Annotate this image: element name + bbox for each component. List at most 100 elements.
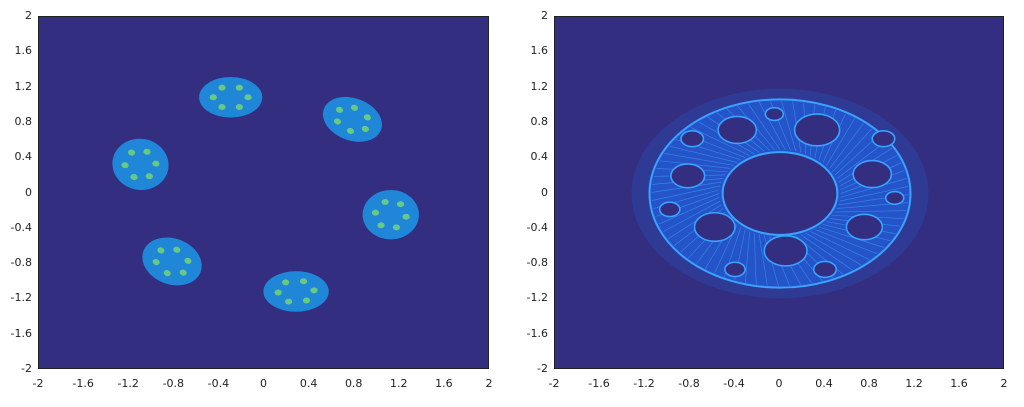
region-spot (402, 213, 410, 220)
x-tick-label: -0.8 (678, 377, 700, 390)
region-spot (218, 103, 226, 110)
right-plot-area (554, 16, 1004, 369)
region-spot (282, 279, 290, 286)
y-tick-label: 1.2 (530, 79, 549, 93)
x-tick-label: 1.2 (390, 377, 408, 390)
y-tick-label: -2 (537, 362, 548, 375)
x-tick-label: 0.4 (299, 377, 318, 390)
region-ellipse (362, 189, 419, 240)
x-tick-label: -0.8 (162, 377, 185, 390)
fractal-filament (758, 234, 768, 286)
x-tick-label: 0 (260, 377, 267, 390)
y-tick-label: 0.8 (530, 114, 549, 128)
region-spot (335, 106, 344, 113)
region-spot (152, 258, 160, 266)
x-tick-label: 1.6 (435, 377, 453, 390)
region-spot (346, 127, 354, 135)
fractal-filament (658, 197, 720, 225)
fractal-filament (835, 210, 907, 213)
fractal-filament (836, 141, 887, 179)
fractal-filament (758, 101, 786, 150)
region-spot (179, 269, 187, 276)
fractal-hole-14 (764, 106, 785, 122)
fractal-filament (805, 232, 862, 266)
x-tick-label: -1.2 (633, 377, 655, 390)
fractal-hole-1 (717, 115, 758, 145)
y-tick-label: 2 (25, 9, 32, 22)
region-spot (381, 199, 389, 206)
fractal-hole-9 (871, 130, 896, 148)
right-heatmap (555, 17, 1003, 368)
region-spot (310, 287, 318, 294)
region-spot (392, 224, 400, 231)
fractal-filament (669, 145, 738, 163)
fractal-hole-12 (658, 201, 681, 218)
fractal-filament (652, 185, 721, 201)
y-tick-label: -1.2 (10, 291, 32, 305)
region-spot (274, 289, 282, 296)
y-tick-label: 2 (541, 9, 548, 22)
region-spot (128, 149, 136, 156)
x-tick-label: 2 (485, 377, 493, 390)
region-spot (121, 162, 129, 169)
fractal-hole-8 (680, 130, 705, 148)
fractal-filament (810, 231, 870, 261)
region-spot (218, 84, 226, 91)
y-tick-label: 0.4 (530, 150, 549, 164)
fractal-hole-3 (852, 159, 893, 189)
x-tick-label: 0.4 (815, 377, 833, 390)
region-spot (235, 103, 243, 110)
region-spot (396, 201, 405, 208)
y-tick-label: -0.8 (10, 256, 32, 270)
region-spot (350, 104, 358, 111)
x-tick-label: 0.8 (860, 377, 878, 390)
fractal-filament (667, 204, 722, 240)
region-spot (163, 270, 171, 277)
region-spot (299, 278, 308, 285)
region-spot (244, 94, 252, 101)
region-spot (371, 209, 380, 216)
x-tick-label: -0.4 (207, 377, 230, 390)
y-tick-label: 1.6 (530, 44, 549, 58)
fractal-center-hole (721, 151, 839, 236)
left-heatmap (39, 17, 488, 368)
x-tick-label: -1.6 (72, 377, 94, 390)
left-plot-area (38, 16, 489, 369)
x-tick-label: 0.8 (344, 377, 363, 390)
fractal-filament (800, 234, 853, 271)
region-ellipse (112, 138, 169, 191)
region-2 (322, 96, 382, 142)
x-tick-label: -2 (32, 377, 44, 390)
y-tick-label: -2 (21, 362, 32, 375)
region-spot (157, 247, 165, 254)
fractal-filament (839, 186, 908, 202)
region-spot (145, 173, 153, 180)
fractal-filament (664, 153, 734, 166)
fractal-hole-10 (812, 260, 838, 279)
fractal-hole-2 (793, 113, 841, 147)
y-tick-label: 0 (541, 185, 548, 199)
fractal-filament (832, 128, 873, 172)
x-tick-label: -1.6 (588, 377, 610, 390)
x-tick-label: 0 (775, 377, 783, 390)
left-plot: 2 1.6 1.2 0.8 0.4 0 -0.4 -0.8 -1.2 -1.6 -2 -2 -1.6 -… (10, 9, 493, 390)
y-tick-label: -1.6 (10, 326, 32, 340)
region-spot (130, 173, 138, 180)
fractal-filament (829, 123, 864, 169)
region-5 (142, 237, 202, 286)
y-tick-label: 0.8 (14, 114, 33, 128)
y-tick-label: -0.8 (526, 256, 548, 270)
fractal-filament (826, 118, 856, 166)
region-spot (363, 114, 371, 121)
fractal-hole-5 (763, 234, 808, 267)
region-spot (184, 257, 192, 264)
fractal-filament (818, 226, 885, 248)
region-ellipse (199, 77, 263, 118)
region-ellipse (263, 271, 329, 312)
y-tick-label: 1.6 (14, 44, 33, 58)
fractal-filament (662, 200, 721, 232)
region-spot (173, 246, 181, 253)
fractal-hole-11 (724, 261, 746, 278)
region-spot (302, 297, 311, 304)
